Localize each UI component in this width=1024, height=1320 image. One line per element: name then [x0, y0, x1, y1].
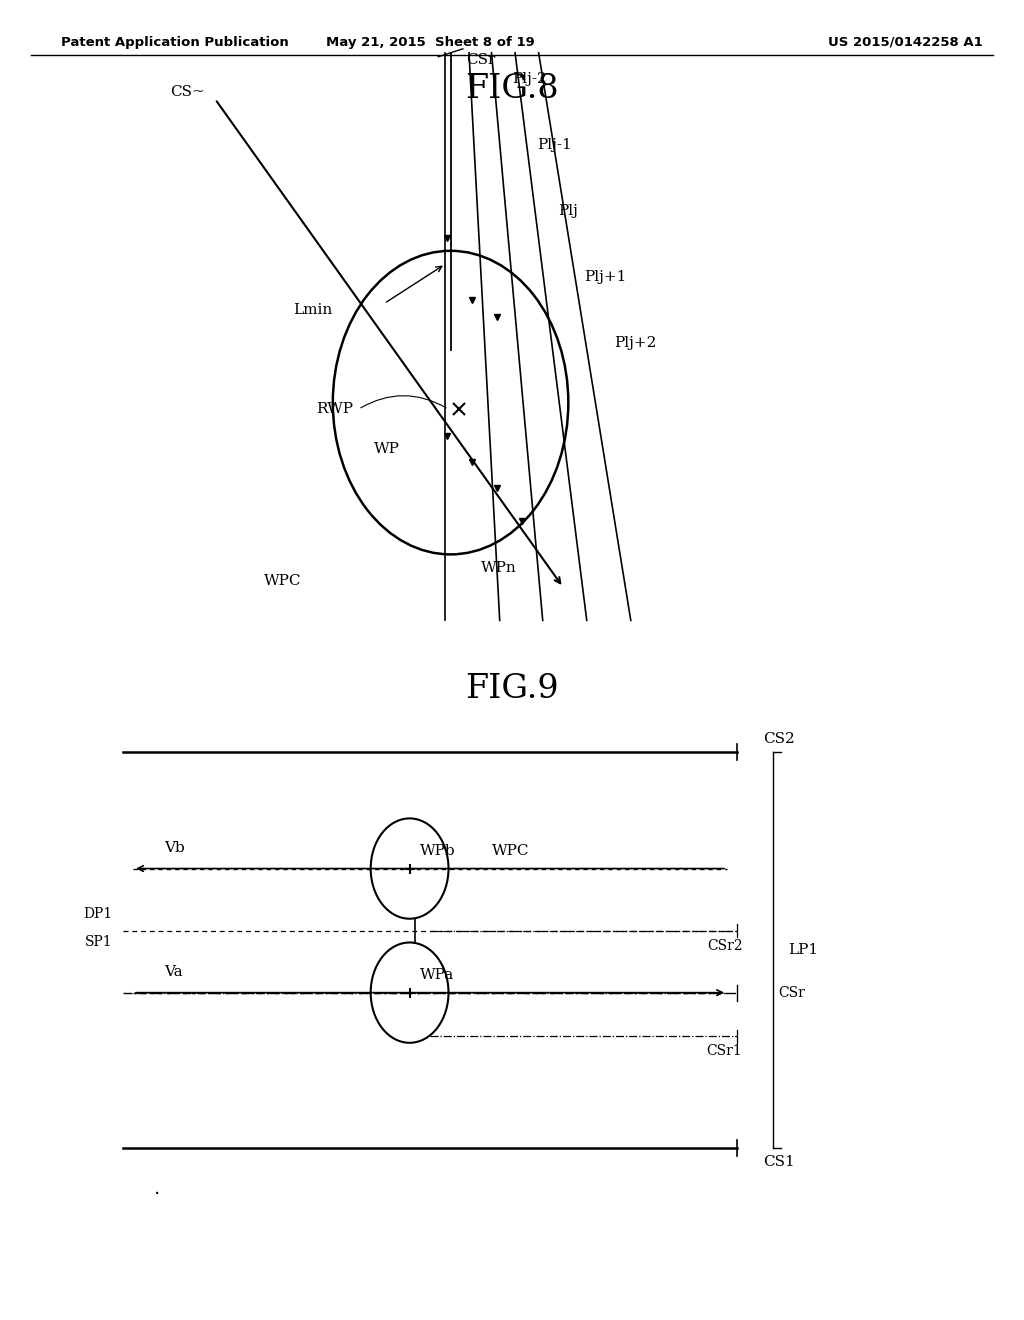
Text: Plj-2: Plj-2: [512, 73, 547, 86]
Text: CSr2: CSr2: [707, 939, 742, 953]
Text: CS1: CS1: [763, 1155, 795, 1170]
Text: CSr: CSr: [778, 986, 805, 999]
Text: FIG.9: FIG.9: [465, 673, 559, 705]
Text: WP: WP: [374, 442, 399, 455]
Text: Plj+1: Plj+1: [584, 271, 626, 284]
Text: FIG.8: FIG.8: [465, 73, 559, 104]
Text: WPC: WPC: [492, 843, 529, 858]
Text: LP1: LP1: [788, 944, 818, 957]
Text: US 2015/0142258 A1: US 2015/0142258 A1: [828, 36, 983, 49]
Text: Plj-1: Plj-1: [538, 139, 572, 152]
Text: Plj+2: Plj+2: [614, 337, 656, 350]
Text: CS2: CS2: [763, 731, 795, 746]
Text: May 21, 2015  Sheet 8 of 19: May 21, 2015 Sheet 8 of 19: [326, 36, 535, 49]
Text: Vb: Vb: [164, 841, 184, 855]
Text: WPC: WPC: [264, 574, 302, 587]
Text: DP1: DP1: [84, 907, 113, 921]
Text: SP1: SP1: [85, 935, 113, 949]
Text: Va: Va: [164, 965, 182, 979]
Text: Patent Application Publication: Patent Application Publication: [61, 36, 289, 49]
Text: CS~: CS~: [170, 84, 205, 99]
Text: RWP: RWP: [316, 403, 353, 416]
Text: .: .: [154, 1179, 160, 1197]
Text: CSr: CSr: [466, 53, 496, 67]
Text: Plj: Plj: [558, 205, 578, 218]
Text: Lmin: Lmin: [294, 304, 333, 317]
Text: CSr1: CSr1: [707, 1044, 742, 1059]
Text: WPa: WPa: [420, 968, 454, 982]
Text: WPn: WPn: [481, 561, 517, 576]
Text: WPb: WPb: [420, 843, 456, 858]
